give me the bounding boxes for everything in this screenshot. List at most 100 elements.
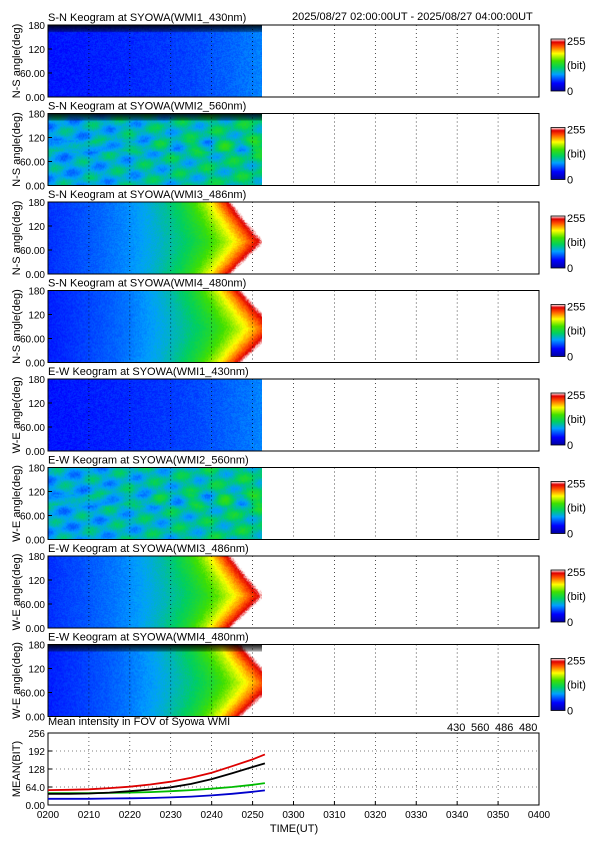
keogram-y-tick-label: 0.00: [26, 359, 46, 370]
keogram-title: S-N Keogram at SYOWA(WMI3_486nm): [48, 189, 246, 201]
keogram-y-tick-label: 120: [28, 311, 45, 322]
keogram-y-tick-label: 180: [28, 198, 45, 209]
legend-560: 560: [471, 722, 489, 734]
colorbar-unit-label: (bit): [567, 680, 586, 692]
chart-x-tick-label: 0230: [160, 810, 183, 821]
chart-x-tick-label: 0350: [487, 810, 510, 821]
keogram-y-tick-label: 180: [28, 375, 45, 386]
keogram-y-tick-label: 60.00: [20, 158, 45, 169]
keogram-frame: [47, 378, 540, 452]
keogram-panel: S-N Keogram at SYOWA(WMI1_430nm)180 120 60…: [11, 12, 586, 104]
chart-xlabel: TIME(UT): [270, 823, 318, 835]
chart-x-tick-label: 0200: [37, 810, 60, 821]
chart-x-tick-label: 0210: [78, 810, 101, 821]
keogram-ylabel: N-S angle(deg): [11, 289, 23, 364]
keogram-panel: S-N Keogram at SYOWA(WMI2_560nm)180 120 60…: [11, 101, 586, 193]
keogram-ylabel: N-S angle(deg): [11, 201, 23, 276]
keogram-y-tick-label: 0.00: [26, 270, 46, 281]
legend-480: 480: [519, 722, 537, 734]
keogram-frame: [47, 290, 540, 363]
colorbar: [550, 38, 566, 92]
colorbar: [550, 481, 566, 534]
keogram-image: [48, 467, 262, 540]
keogram-y-tick-label: 180: [28, 641, 45, 652]
colorbar-unit-label: (bit): [567, 414, 586, 426]
colorbar-unit-label: (bit): [567, 237, 586, 249]
keogram-panel: E-W Keogram at SYOWA(WMI1_430nm)180 120 60…: [11, 366, 586, 458]
keogram-y-tick-label: 180: [28, 287, 45, 298]
keogram-title: S-N Keogram at SYOWA(WMI2_560nm): [48, 101, 246, 113]
keogram-image: [48, 644, 262, 717]
keogram-ylabel: W-E angle(deg): [11, 642, 23, 719]
mean-intensity-chart: Mean intensity in FOV of Syowa WMI 430 5…: [11, 716, 551, 835]
keogram-y-tick-label: 180: [28, 21, 45, 32]
colorbar-min-label: 0: [567, 175, 573, 187]
keogram-y-tick-label: 120: [28, 576, 45, 587]
keogram-y-tick-label: 60.00: [20, 69, 45, 80]
keogram-frame: [47, 113, 540, 186]
keogram-y-tick-label: 60.00: [20, 512, 45, 523]
chart-x-tick-label: 0310: [323, 810, 346, 821]
series-line-430: [48, 789, 266, 800]
chart-x-tick-label: 0300: [282, 810, 305, 821]
colorbar-min-label: 0: [567, 617, 573, 629]
chart-x-tick-label: 0240: [201, 810, 224, 821]
keogram-image: [48, 25, 262, 97]
keogram-y-tick-label: 120: [28, 45, 45, 56]
chart-x-tick-label: 0340: [446, 810, 469, 821]
keogram-y-tick-label: 120: [28, 399, 45, 410]
keogram-image: [48, 379, 262, 451]
colorbar-unit-label: (bit): [567, 326, 586, 338]
keogram-panel: E-W Keogram at SYOWA(WMI3_486nm)180 120 60…: [11, 543, 586, 635]
keogram-panel: S-N Keogram at SYOWA(WMI4_480nm)180 120 60…: [11, 278, 586, 370]
colorbar-unit-label: (bit): [567, 60, 586, 72]
colorbar-unit-label: (bit): [567, 591, 586, 603]
keogram-y-tick-label: 60.00: [20, 423, 45, 434]
keogram-y-tick-label: 0.00: [26, 182, 46, 193]
keogram-frame: [47, 555, 540, 629]
time-range: 2025/08/27 02:00:00UT - 2025/08/27 04:00…: [292, 11, 533, 23]
keogram-frame: [47, 644, 540, 717]
colorbar-max-label: 255: [567, 302, 585, 314]
chart-x-tick-label: 0320: [364, 810, 387, 821]
chart-title: Mean intensity in FOV of Syowa WMI: [48, 716, 230, 728]
chart-y-tick-label: 64.0: [26, 783, 46, 794]
legend-430: 430: [447, 722, 465, 734]
keogram-ylabel: W-E angle(deg): [11, 465, 23, 542]
keogram-frame: [47, 467, 540, 540]
keogram-image: [48, 290, 262, 363]
keogram-y-tick-label: 180: [28, 464, 45, 475]
keogram-y-tick-label: 180: [28, 552, 45, 563]
legend-486: 486: [495, 722, 513, 734]
keogram-y-tick-label: 0.00: [26, 93, 46, 104]
colorbar-unit-label: (bit): [567, 149, 586, 161]
chart-x-tick-label: 0250: [241, 810, 264, 821]
chart-y-tick-label: 192: [28, 747, 45, 758]
keogram-y-tick-label: 180: [28, 110, 45, 121]
colorbar: [550, 392, 566, 446]
chart-x-tick-label: 0330: [405, 810, 428, 821]
chart-y-tick-label: 256: [28, 729, 45, 740]
keogram-y-tick-label: 0.00: [26, 447, 46, 458]
chart-x-tick-label: 0220: [119, 810, 142, 821]
keogram-title: S-N Keogram at SYOWA(WMI4_480nm): [48, 278, 246, 290]
colorbar-max-label: 255: [567, 390, 585, 402]
keogram-ylabel: N-S angle(deg): [11, 112, 23, 187]
keogram-y-tick-label: 60.00: [20, 689, 45, 700]
colorbar-max-label: 255: [567, 567, 585, 579]
keogram-y-tick-label: 60.00: [20, 335, 45, 346]
keogram-frame: [47, 201, 540, 275]
keogram-frame: [47, 24, 540, 98]
chart-legend: 430 560 486 480: [447, 722, 537, 734]
keogram-y-tick-label: 120: [28, 222, 45, 233]
chart-y-tick-label: 0.00: [26, 801, 46, 812]
colorbar: [550, 304, 566, 357]
colorbar-min-label: 0: [567, 440, 573, 452]
keogram-image: [48, 556, 262, 628]
colorbar-max-label: 255: [567, 479, 585, 491]
colorbar-min-label: 0: [567, 706, 573, 718]
keogram-ylabel: W-E angle(deg): [11, 554, 23, 631]
keogram-y-tick-label: 120: [28, 134, 45, 145]
colorbar: [550, 569, 566, 623]
